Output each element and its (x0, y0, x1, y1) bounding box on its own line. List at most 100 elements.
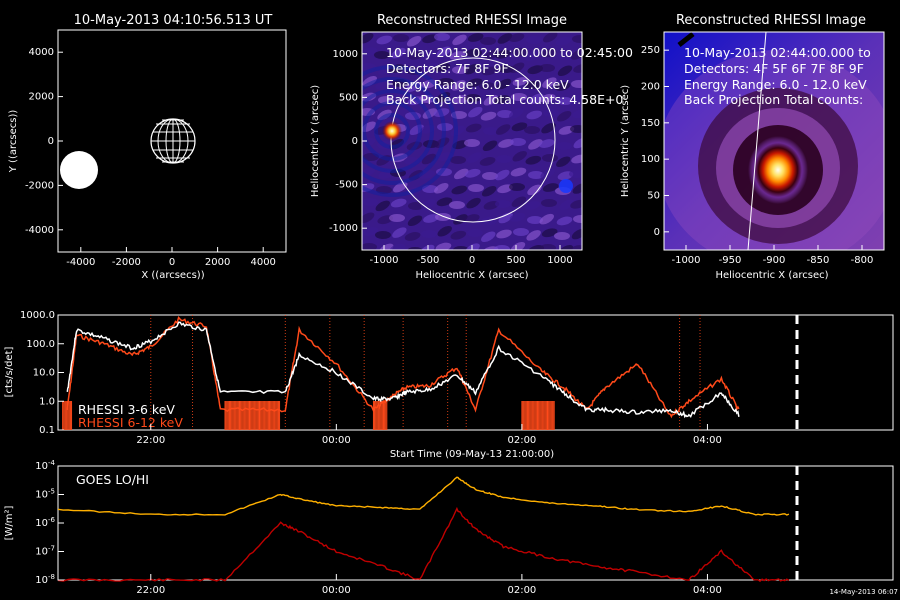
img2-y-tick: 250 (641, 45, 660, 56)
img1-xlabel: Heliocentric X (arcsec) (415, 270, 528, 281)
img2-y-ticks: 250 200 150 100 50 0 (641, 45, 669, 238)
img2-y-tick: 100 (641, 154, 660, 165)
img1-y-tick: 500 (339, 92, 358, 103)
sun-y-tick: 0 (48, 136, 54, 147)
filled-disk (60, 151, 98, 189)
sun-y-tick: -4000 (25, 225, 54, 236)
img1-ripple-texture (362, 32, 582, 250)
img2-x-tick: -950 (719, 255, 742, 266)
goes-x-tick: 00:00 (322, 585, 351, 596)
rhessi-y-tick: 1.0 (39, 396, 55, 407)
img2-x-tick: -800 (851, 255, 874, 266)
rhessi-ylabel: [cts/s/det] (4, 347, 15, 398)
rhessi-y-tick: 10.0 (33, 368, 55, 379)
goes-y-tick: 10-6 (35, 516, 55, 529)
rhessi-image-2-panel: Reconstructed RHESSI Image 10-May-2013 0… (620, 13, 885, 281)
img1-y-ticks: 1000 500 0 -500 -1000 (329, 49, 367, 234)
img2-y-tick: 200 (641, 82, 660, 93)
sun-grid-disk (150, 118, 196, 164)
img1-line4: Back Projection Total counts: 4.58E+0 (386, 92, 623, 107)
goes-y-tick: 10-7 (35, 545, 55, 558)
img1-y-tick: -500 (335, 180, 358, 191)
sun-panel-title: 10-May-2013 04:10:56.513 UT (74, 13, 273, 28)
sun-y-ticks: 4000 2000 0 -2000 -4000 (25, 47, 63, 236)
rhessi-6-12kev-series (66, 315, 740, 419)
goes-y-tick: 10-5 (35, 488, 55, 501)
rhessi-3-6kev-series (66, 321, 740, 419)
img2-y-tick: 150 (641, 118, 660, 129)
img2-x-tick: -1000 (671, 255, 700, 266)
rhessi-legend-low: RHESSI 3-6 keV (78, 402, 175, 417)
sun-x-tick: -2000 (112, 257, 141, 268)
sun-x-ticks: -4000 -2000 0 2000 4000 (66, 247, 276, 268)
img2-x-tick: -900 (763, 255, 786, 266)
img2-line1: 10-May-2013 02:44:00.000 to (684, 45, 871, 60)
goes-panel: GOES LO/HI [W/m²] 10-4 10-5 10-6 10-7 10-8 2… (4, 459, 898, 596)
goes-lo-series (57, 476, 790, 516)
img2-line3: Energy Range: 6.0 - 12.0 keV (684, 77, 867, 92)
sun-y-tick: -2000 (25, 180, 54, 191)
rhessi-xlabel: Start Time (09-May-13 21:00:00) (390, 449, 554, 460)
img1-y-tick: 0 (352, 136, 358, 147)
goes-timestamp: 14-May-2013 06:07 (829, 588, 898, 596)
sun-y-tick: 2000 (29, 92, 54, 103)
img2-limb-arc (747, 32, 767, 250)
img2-ylabel: Heliocentric Y (arcsec) (620, 85, 631, 197)
img1-ylabel: Heliocentric Y (arcsec) (310, 85, 321, 197)
img1-line1: 10-May-2013 02:44:00.000 to 02:45:00 (386, 45, 633, 60)
img1-flare-source (382, 121, 402, 141)
sun-position-panel: 10-May-2013 04:10:56.513 UT X ((arcsecs)… (8, 13, 287, 281)
sun-xlabel: X ((arcsecs)) (141, 270, 204, 281)
goes-x-tick: 22:00 (136, 585, 165, 596)
rhessi-y-tick: 100.0 (26, 339, 55, 350)
rhessi-frame (57, 314, 894, 431)
img2-x-ticks: -1000 -950 -900 -850 -800 (671, 245, 873, 266)
goes-hi-series (57, 506, 790, 582)
goes-ylabel: [W/m²] (4, 505, 15, 540)
goes-x-tick: 02:00 (507, 585, 536, 596)
goes-x-ticks: 22:00 00:00 02:00 04:00 (136, 574, 722, 596)
sun-x-tick: -4000 (66, 257, 95, 268)
img2-x-tick: -850 (807, 255, 830, 266)
img1-title: Reconstructed RHESSI Image (377, 13, 567, 28)
sun-x-tick: 4000 (250, 257, 275, 268)
rhessi-y-tick: 1000.0 (20, 310, 55, 321)
img2-line4: Back Projection Total counts: (684, 92, 863, 107)
rhessi-x-tick: 04:00 (693, 435, 722, 446)
img2-y-tick: 50 (647, 191, 660, 202)
rhessi-legend-high: RHESSI 6-12 keV (78, 415, 183, 430)
img1-x-tick: 0 (469, 255, 475, 266)
img1-x-tick: 500 (506, 255, 525, 266)
img1-x-ticks: -1000 -500 0 500 1000 (369, 245, 573, 266)
img1-y-tick: -1000 (329, 223, 358, 234)
sun-x-tick: 0 (169, 257, 175, 268)
sun-x-tick: 2000 (205, 257, 230, 268)
sun-y-tick: 4000 (29, 47, 54, 58)
img2-y-tick: 0 (654, 227, 660, 238)
goes-y-ticks: 10-4 10-5 10-6 10-7 10-8 (35, 459, 64, 586)
img2-xlabel: Heliocentric X (arcsec) (715, 270, 828, 281)
img1-x-tick: -1000 (369, 255, 398, 266)
img2-line2: Detectors: 4F 5F 6F 7F 8F 9F (684, 61, 864, 76)
img1-line3: Energy Range: 6.0 - 12.0 keV (386, 77, 569, 92)
goes-y-tick: 10-4 (35, 459, 55, 472)
img1-x-tick: 1000 (547, 255, 572, 266)
rhessi-attenuator-flags (62, 401, 555, 430)
goes-y-tick: 10-8 (35, 573, 55, 586)
goes-frame (57, 465, 894, 581)
rhessi-x-tick: 22:00 (136, 435, 165, 446)
rhessi-lightcurve-panel: RHESSI 3-6 keV RHESSI 6-12 keV [cts/s/de… (4, 310, 894, 460)
rhessi-image-1-panel: Reconstructed RHESSI Image 10-May-2013 0… (310, 13, 633, 281)
goes-label: GOES LO/HI (76, 472, 149, 487)
goes-x-tick: 04:00 (693, 585, 722, 596)
img1-line2: Detectors: 7F 8F 9F (386, 61, 509, 76)
rhessi-x-tick: 02:00 (507, 435, 536, 446)
img2-title: Reconstructed RHESSI Image (676, 13, 866, 28)
rhessi-x-ticks: 22:00 00:00 02:00 04:00 (136, 424, 722, 446)
rhessi-y-tick: 0.1 (39, 425, 55, 436)
rhessi-y-ticks: 1000.0 100.0 10.0 1.0 0.1 (20, 310, 64, 436)
sun-ylabel: Y ((arcsecs)) (8, 110, 19, 174)
img1-y-tick: 1000 (333, 49, 358, 60)
rhessi-x-tick: 00:00 (322, 435, 351, 446)
